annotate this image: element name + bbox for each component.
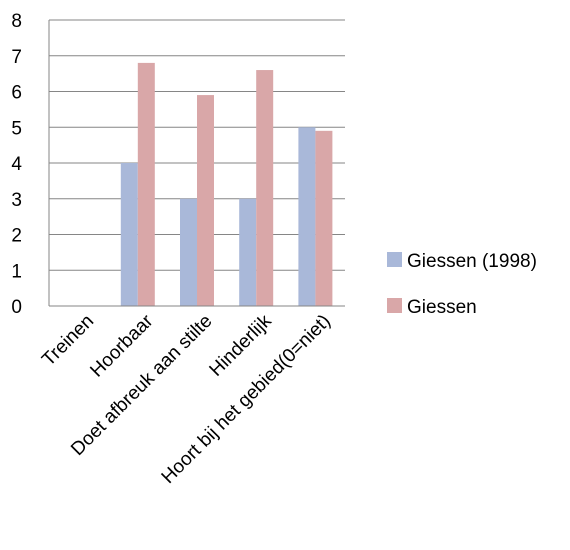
- y-tick-label: 3: [11, 190, 22, 211]
- bars: [120, 62, 333, 307]
- y-tick-labels: 0 1 2 3 4 5 6 7 8: [11, 11, 22, 318]
- y-tick-label: 0: [11, 297, 22, 318]
- y-tick-label: 5: [11, 118, 22, 139]
- bar-giessen-1998-2: [180, 198, 197, 306]
- bar-giessen-1998-4: [298, 127, 316, 306]
- bar-giessen-2: [197, 95, 214, 306]
- bar-giessen-1998-1: [120, 163, 138, 306]
- y-tick-label: 2: [11, 226, 22, 247]
- legend-swatch: [387, 298, 402, 313]
- y-tick-label: 8: [11, 11, 22, 32]
- y-tick-label: 1: [11, 261, 22, 282]
- bar-giessen-4: [315, 130, 333, 306]
- legend-label: Giessen (1998): [407, 251, 537, 272]
- axes: [48, 20, 345, 307]
- y-tick-label: 6: [11, 83, 22, 104]
- x-category-label: Treinen: [38, 311, 98, 371]
- bar-giessen-3: [256, 70, 274, 306]
- bar-giessen-1998-3: [239, 198, 257, 306]
- y-tick-label: 7: [11, 47, 22, 68]
- y-tick-label: 4: [11, 154, 22, 175]
- legend-swatch: [387, 252, 402, 267]
- bar-giessen-1: [137, 62, 155, 307]
- legend-label: Giessen: [407, 297, 477, 318]
- legend: Giessen (1998) Giessen: [387, 251, 537, 318]
